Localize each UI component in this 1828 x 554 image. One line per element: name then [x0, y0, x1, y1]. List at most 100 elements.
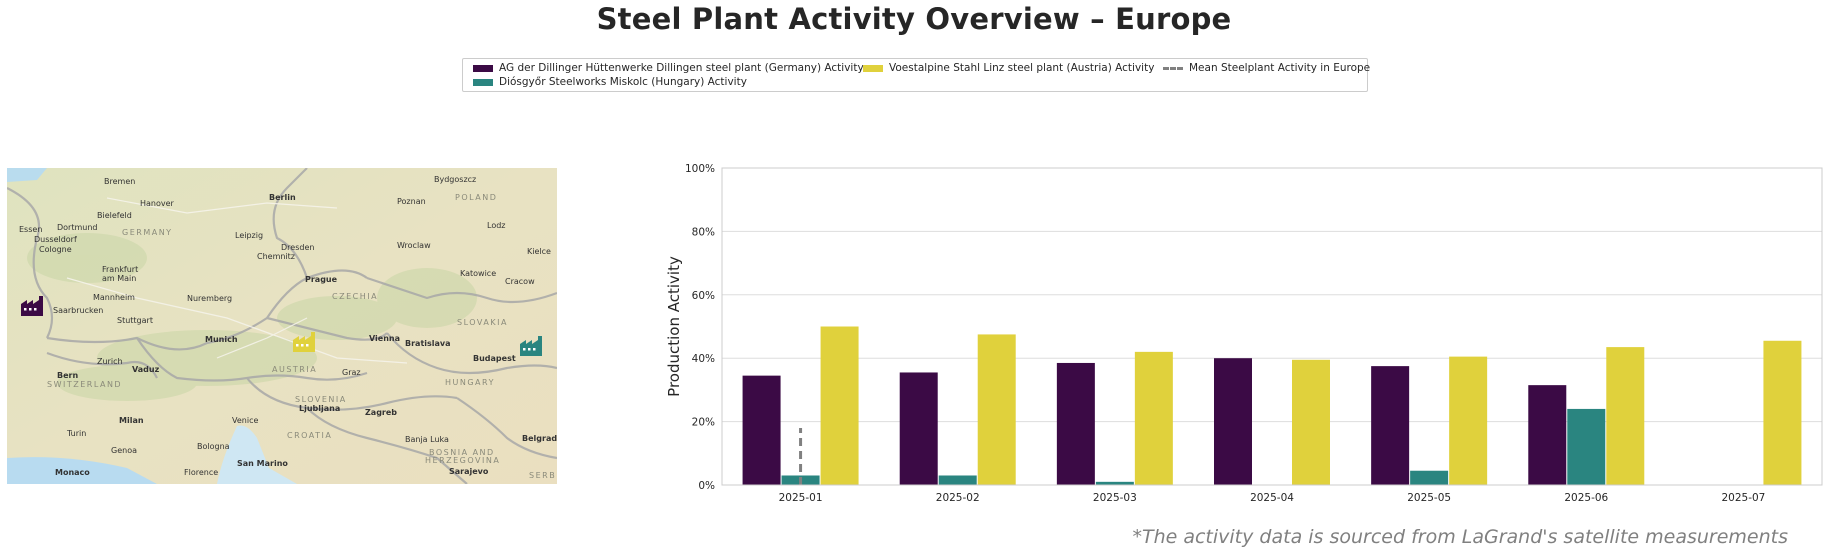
svg-text:Ljubljana: Ljubljana	[299, 404, 340, 413]
bar-linz-2025-06	[1606, 347, 1645, 485]
svg-text:Turin: Turin	[66, 429, 86, 438]
bar-miskolc-2025-03	[1095, 481, 1134, 485]
bar-linz-2025-05	[1449, 356, 1488, 485]
x-tick-label: 2025-02	[936, 492, 980, 504]
svg-text:SLOVENIA: SLOVENIA	[295, 395, 347, 404]
legend-item-linz: Voestalpine Stahl Linz steel plant (Aust…	[863, 62, 1154, 74]
legend-swatch-miskolc	[473, 78, 493, 86]
y-tick-label: 40%	[692, 353, 715, 365]
bar-linz-2025-07	[1763, 340, 1802, 485]
svg-text:am Main: am Main	[102, 274, 136, 283]
svg-text:Katowice: Katowice	[460, 269, 496, 278]
svg-text:Frankfurt: Frankfurt	[102, 265, 138, 274]
miskolc-plant-marker	[520, 336, 542, 356]
bar-linz-2025-03	[1134, 351, 1173, 485]
svg-text:Venice: Venice	[232, 416, 258, 425]
svg-text:Cracow: Cracow	[505, 277, 535, 286]
svg-text:SWITZERLAND: SWITZERLAND	[47, 380, 122, 389]
svg-text:Vienna: Vienna	[369, 334, 400, 343]
legend-item-miskolc: Diósgyőr Steelworks Miskolc (Hungary) Ac…	[473, 76, 747, 88]
europe-map: Bremen Bydgoszcz Hanover Berlin Poznan P…	[7, 168, 557, 484]
x-tick-label: 2025-06	[1564, 492, 1608, 504]
map-sea-adriatic	[217, 425, 297, 484]
svg-text:Florence: Florence	[184, 468, 218, 477]
svg-text:Nuremberg: Nuremberg	[187, 294, 232, 303]
legend-label-dillingen: AG der Dillinger Hüttenwerke Dillingen s…	[499, 62, 864, 74]
svg-text:Stuttgart: Stuttgart	[117, 316, 153, 325]
legend-dash-mean	[1163, 66, 1183, 70]
bar-linz-2025-02	[977, 334, 1016, 485]
svg-text:Wroclaw: Wroclaw	[397, 241, 431, 250]
svg-text:Graz: Graz	[342, 368, 361, 377]
svg-text:Genoa: Genoa	[111, 446, 137, 455]
y-axis-label: Production Activity	[665, 256, 683, 397]
x-tick-label: 2025-01	[779, 492, 823, 504]
svg-text:Bielefeld: Bielefeld	[97, 211, 132, 220]
bar-dillingen-2025-02	[899, 372, 938, 485]
svg-text:CZECHIA: CZECHIA	[332, 292, 378, 301]
bar-dillingen-2025-03	[1056, 362, 1095, 485]
svg-text:Berlin: Berlin	[269, 193, 296, 202]
svg-text:CROATIA: CROATIA	[287, 431, 332, 440]
svg-text:SLOVAKIA: SLOVAKIA	[457, 318, 508, 327]
bar-dillingen-2025-06	[1528, 385, 1567, 485]
legend-swatch-dillingen	[473, 64, 493, 72]
bar-dillingen-2025-01	[742, 375, 781, 485]
svg-text:Poznan: Poznan	[397, 197, 426, 206]
svg-text:Mannheim: Mannheim	[93, 293, 135, 302]
bar-dillingen-2025-05	[1371, 366, 1410, 485]
x-tick-label: 2025-05	[1407, 492, 1451, 504]
svg-text:Dresden: Dresden	[281, 243, 314, 252]
dillingen-plant-marker	[21, 296, 43, 316]
svg-text:Bologna: Bologna	[197, 442, 230, 451]
svg-text:Sarajevo: Sarajevo	[449, 467, 489, 476]
svg-text:HERZEGOVINA: HERZEGOVINA	[425, 456, 500, 465]
map-borders	[7, 168, 557, 484]
map-sea-ligurian	[7, 457, 157, 484]
bar-linz-2025-01	[820, 326, 859, 485]
svg-text:AUSTRIA: AUSTRIA	[272, 365, 317, 374]
x-tick-label: 2025-04	[1250, 492, 1294, 504]
svg-text:Kielce: Kielce	[527, 247, 551, 256]
legend-item-dillingen: AG der Dillinger Hüttenwerke Dillingen s…	[473, 62, 864, 74]
bar-miskolc-2025-02	[938, 475, 977, 485]
plot-frame	[721, 167, 1823, 486]
bar-linz-2025-04	[1292, 359, 1330, 485]
svg-text:SERB: SERB	[529, 471, 556, 480]
svg-text:Dortmund: Dortmund	[57, 223, 98, 232]
map-roads	[66, 197, 408, 364]
svg-text:BOSNIA AND: BOSNIA AND	[429, 448, 495, 457]
svg-text:Monaco: Monaco	[55, 468, 90, 477]
svg-text:Zagreb: Zagreb	[365, 408, 397, 417]
svg-text:GERMANY: GERMANY	[122, 228, 173, 237]
svg-text:San Marino: San Marino	[237, 459, 288, 468]
svg-text:HUNGARY: HUNGARY	[445, 378, 495, 387]
svg-text:Dusseldorf: Dusseldorf	[34, 235, 77, 244]
svg-text:Munich: Munich	[205, 335, 238, 344]
svg-text:Bydgoszcz: Bydgoszcz	[434, 175, 476, 184]
legend-swatch-linz	[863, 64, 883, 72]
legend-label-mean: Mean Steelplant Activity in Europe	[1189, 62, 1371, 74]
y-tick-label: 0%	[698, 480, 715, 492]
y-tick-label: 100%	[685, 163, 715, 175]
svg-text:Bremen: Bremen	[104, 177, 135, 186]
svg-text:POLAND: POLAND	[455, 193, 497, 202]
legend-label-miskolc: Diósgyőr Steelworks Miskolc (Hungary) Ac…	[499, 76, 747, 88]
svg-text:Saarbrucken: Saarbrucken	[53, 306, 103, 315]
svg-text:Lodz: Lodz	[487, 221, 506, 230]
legend: AG der Dillinger Hüttenwerke Dillingen s…	[462, 58, 1371, 92]
bar-dillingen-2025-04	[1214, 358, 1252, 485]
bar-miskolc-2025-06	[1567, 408, 1606, 485]
y-tick-label: 20%	[692, 417, 715, 429]
svg-text:Chemnitz: Chemnitz	[257, 252, 295, 261]
chart-title: Steel Plant Activity Overview – Europe	[596, 2, 1232, 36]
y-tick-label: 80%	[692, 226, 715, 238]
svg-text:Belgrade: Belgrade	[522, 434, 557, 443]
bar-miskolc-2025-05	[1410, 470, 1449, 485]
x-tick-label: 2025-07	[1721, 492, 1765, 504]
svg-text:Bern: Bern	[57, 371, 78, 380]
svg-text:Cologne: Cologne	[39, 245, 72, 254]
svg-text:Budapest: Budapest	[473, 354, 516, 363]
legend-label-linz: Voestalpine Stahl Linz steel plant (Aust…	[889, 62, 1155, 74]
